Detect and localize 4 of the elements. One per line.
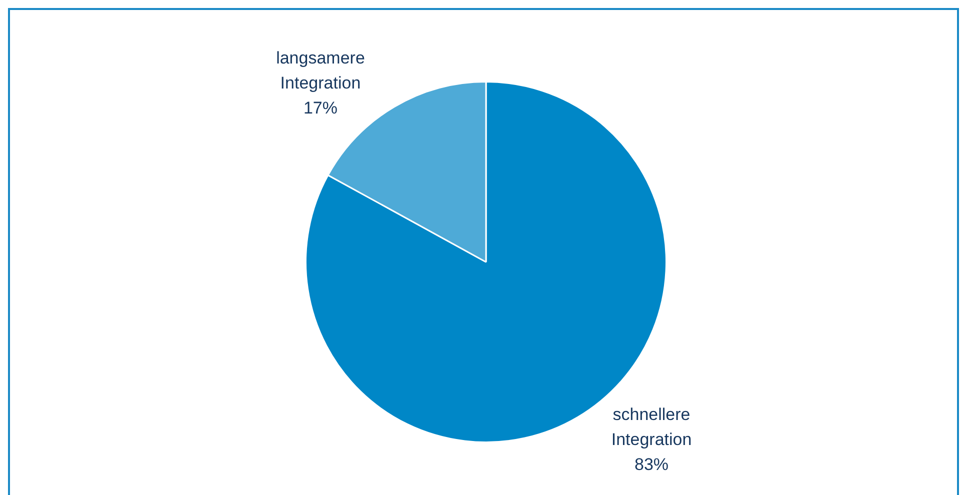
data-label: 83% xyxy=(634,455,669,474)
slice-label: langsamere Integration xyxy=(276,48,365,92)
slice-label: schnellere Integration xyxy=(611,405,692,450)
data-label: 17% xyxy=(303,98,338,118)
